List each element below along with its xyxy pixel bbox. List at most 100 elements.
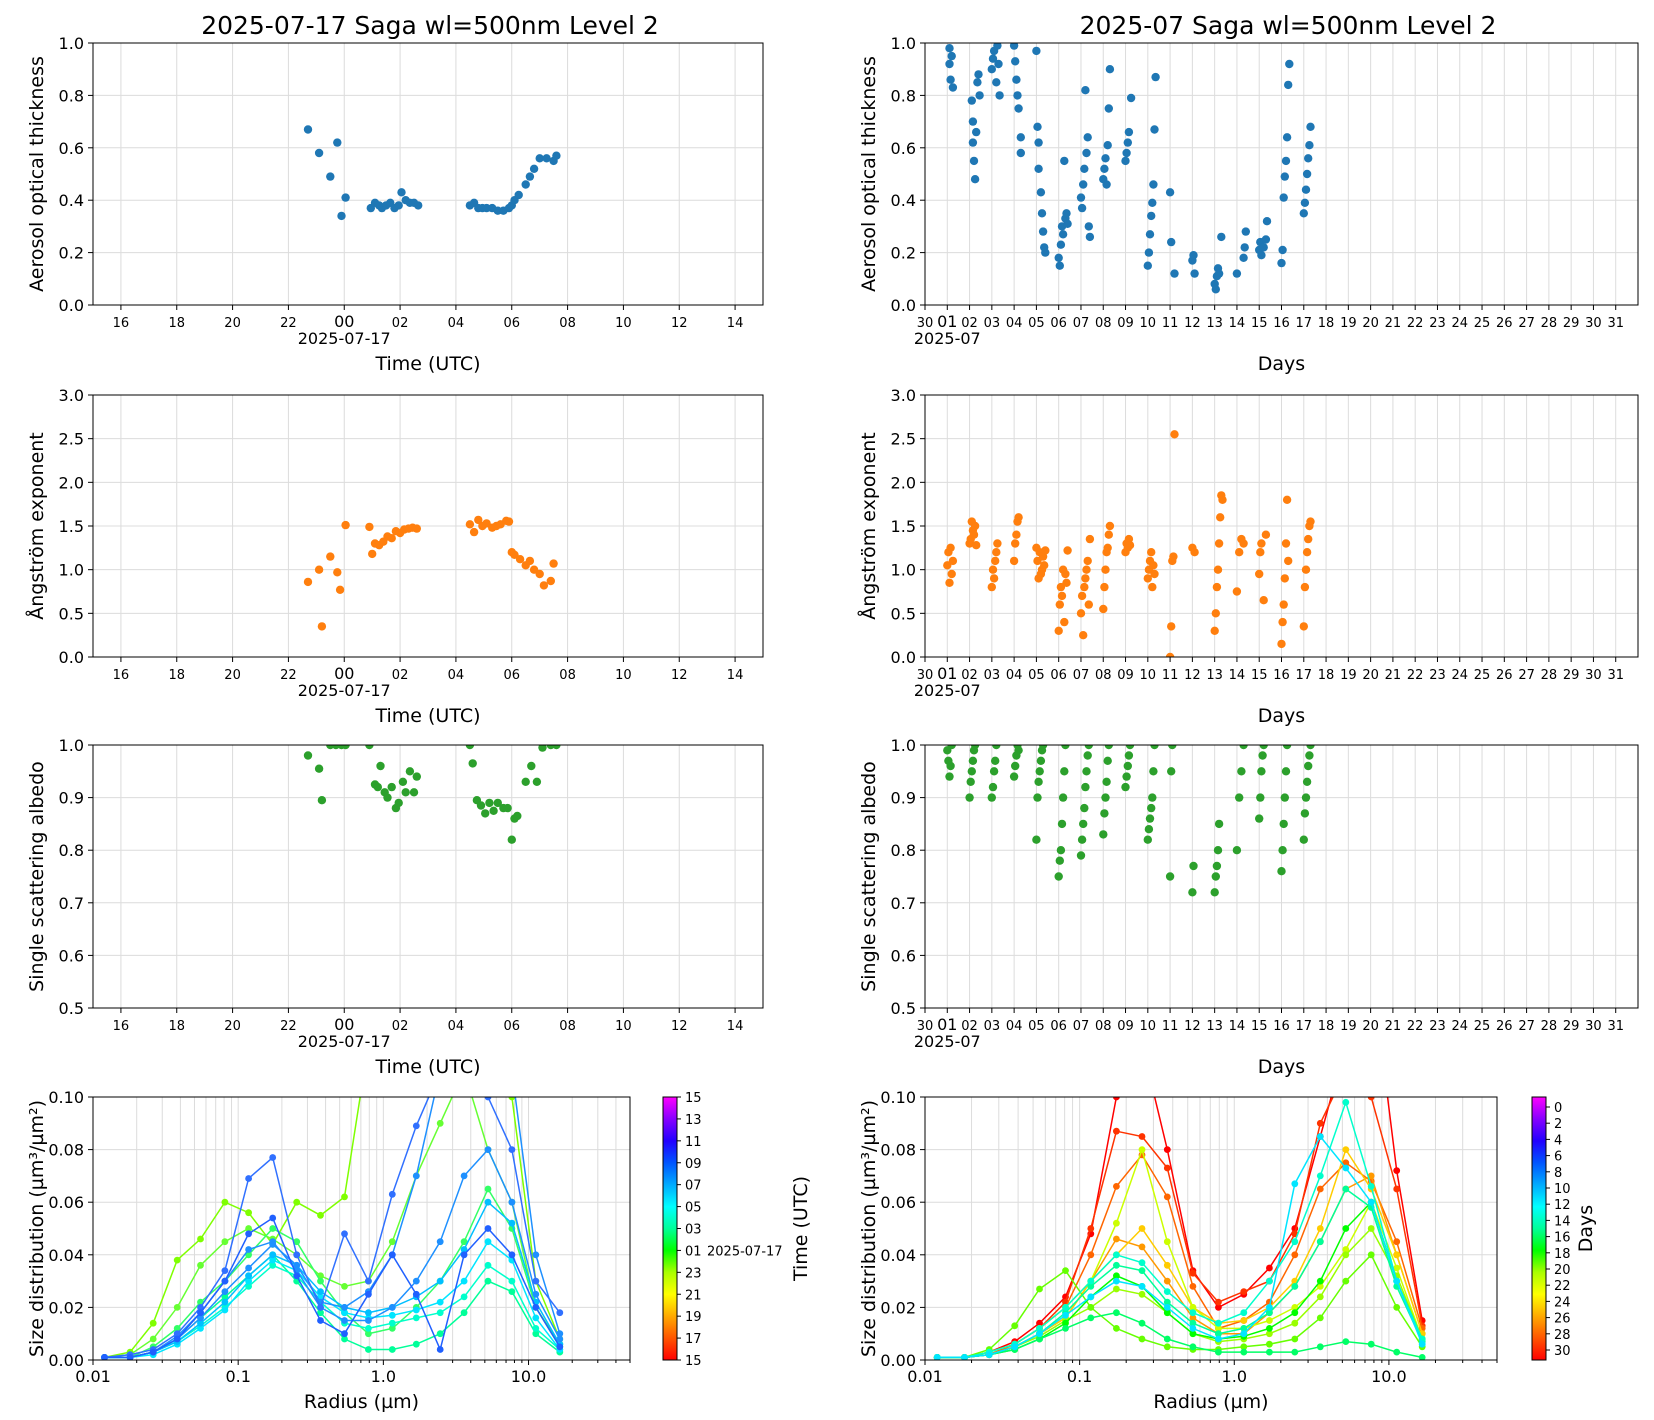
series-marker [365, 1330, 372, 1338]
data-point [549, 559, 558, 568]
x-tick-label: 18 [168, 1019, 185, 1034]
x-tick-label: 0.1 [225, 1367, 250, 1386]
series-marker [1138, 1133, 1146, 1140]
data-point [535, 154, 544, 163]
data-point [1082, 565, 1091, 574]
y-tick-label: 1.0 [59, 736, 84, 755]
y-tick-label: 0.5 [891, 604, 916, 623]
series-marker [1113, 1272, 1120, 1280]
data-point [412, 772, 421, 781]
data-point [303, 125, 313, 134]
series-marker [1087, 1251, 1095, 1259]
data-point [535, 569, 544, 579]
series-line [104, 1097, 561, 1359]
data-point [489, 806, 498, 815]
series-marker [1291, 1283, 1299, 1290]
data-point [1011, 57, 1020, 66]
series-marker [1163, 1304, 1171, 1311]
series-marker [221, 1198, 229, 1206]
series-marker [388, 1251, 396, 1259]
series-marker [149, 1319, 157, 1327]
x-tick-label: 01 [937, 1015, 957, 1034]
data-point [1144, 248, 1154, 257]
data-point [1054, 872, 1063, 881]
data-point [1014, 513, 1023, 522]
x-tick-label: 08 [1095, 1019, 1112, 1034]
series-marker [388, 1319, 396, 1327]
data-point [1081, 574, 1090, 583]
data-point [948, 556, 958, 566]
series-marker [1163, 1288, 1171, 1295]
axes-frame [92, 744, 764, 1009]
y-tick-label: 0.0 [891, 648, 916, 667]
x-tick-label: 30 [1585, 1019, 1602, 1034]
series-marker [1291, 1304, 1299, 1311]
series-marker [1291, 1319, 1299, 1327]
x-tick-label: 09 [1117, 1019, 1134, 1034]
x-tick-label: 02 [392, 1019, 409, 1034]
data-point [989, 767, 999, 776]
colorbar-tick-label: 03 [685, 1223, 702, 1238]
panel-angstrom-monthly: 30 01 02 03 04 05 06 07 08 09 10 11 12 13 14 15 16 17 18 19… [857, 386, 1639, 727]
data-point [1255, 814, 1264, 823]
series-marker [1036, 1325, 1043, 1332]
series-marker [412, 1306, 420, 1314]
data-point [1014, 746, 1023, 755]
x-tick-label: 11 [1162, 668, 1179, 683]
series-marker [388, 1304, 396, 1311]
x-tick-label: 03 [984, 1019, 1001, 1034]
colorbar-tick-label: 8 [1554, 1166, 1562, 1181]
x-tick-label: 20 [224, 316, 241, 331]
series-marker [388, 1325, 396, 1332]
series-marker [1266, 1348, 1273, 1356]
series-marker [1316, 1277, 1324, 1285]
series-marker [388, 1238, 396, 1246]
y-tick-label: 1.5 [59, 517, 84, 536]
data-point [1147, 548, 1156, 557]
data-point [1099, 830, 1108, 839]
colorbar-label: Time (UTC) [790, 1176, 812, 1282]
y-tick-label: 1.0 [59, 34, 84, 53]
data-point [1167, 622, 1176, 631]
chart-title-daily: 2025-07-17 Saga wl=500nm Level 2 [201, 11, 659, 40]
x-tick-label: 19 [1340, 668, 1357, 683]
data-point [1148, 198, 1157, 207]
y-tick-label: 0.06 [48, 1193, 84, 1212]
x-tick-label: 17 [1296, 668, 1313, 683]
series-marker [508, 1251, 516, 1259]
x-tick-label: 13 [1206, 316, 1223, 331]
data-point [465, 520, 475, 529]
data-point [387, 782, 396, 792]
x-tick-label: 30 [1585, 668, 1602, 683]
data-point [1301, 565, 1311, 574]
data-point [1211, 285, 1221, 294]
x-tick-label: 20 [1362, 1019, 1379, 1034]
data-point [1212, 861, 1222, 871]
series-marker [1113, 1235, 1120, 1243]
x-tick-label: 0.1 [1067, 1367, 1092, 1386]
x-tick-label: 07 [1073, 1019, 1090, 1034]
series-marker [508, 1219, 516, 1227]
data-point [1148, 582, 1157, 592]
x-tick-label: 28 [1541, 1019, 1558, 1034]
x-tick-label: 27 [1518, 1019, 1535, 1034]
x-axis-label: Radius (µm) [1153, 1391, 1268, 1413]
y-tick-label: 0.0 [59, 648, 84, 667]
data-point [1041, 248, 1050, 257]
data-point [1122, 772, 1131, 781]
series-marker [1011, 1343, 1019, 1351]
data-point [987, 65, 996, 74]
data-point [1058, 230, 1068, 239]
series-marker [245, 1209, 253, 1217]
data-point [1013, 91, 1022, 100]
series-marker [1113, 1219, 1120, 1227]
data-point [317, 796, 327, 805]
series-marker [1189, 1304, 1197, 1311]
series-marker [436, 1346, 444, 1353]
series-marker [1291, 1309, 1299, 1317]
data-point [972, 541, 981, 550]
data-point [1165, 872, 1175, 881]
series-marker [1113, 1285, 1120, 1293]
series-marker [412, 1172, 420, 1180]
data-point [514, 190, 523, 200]
